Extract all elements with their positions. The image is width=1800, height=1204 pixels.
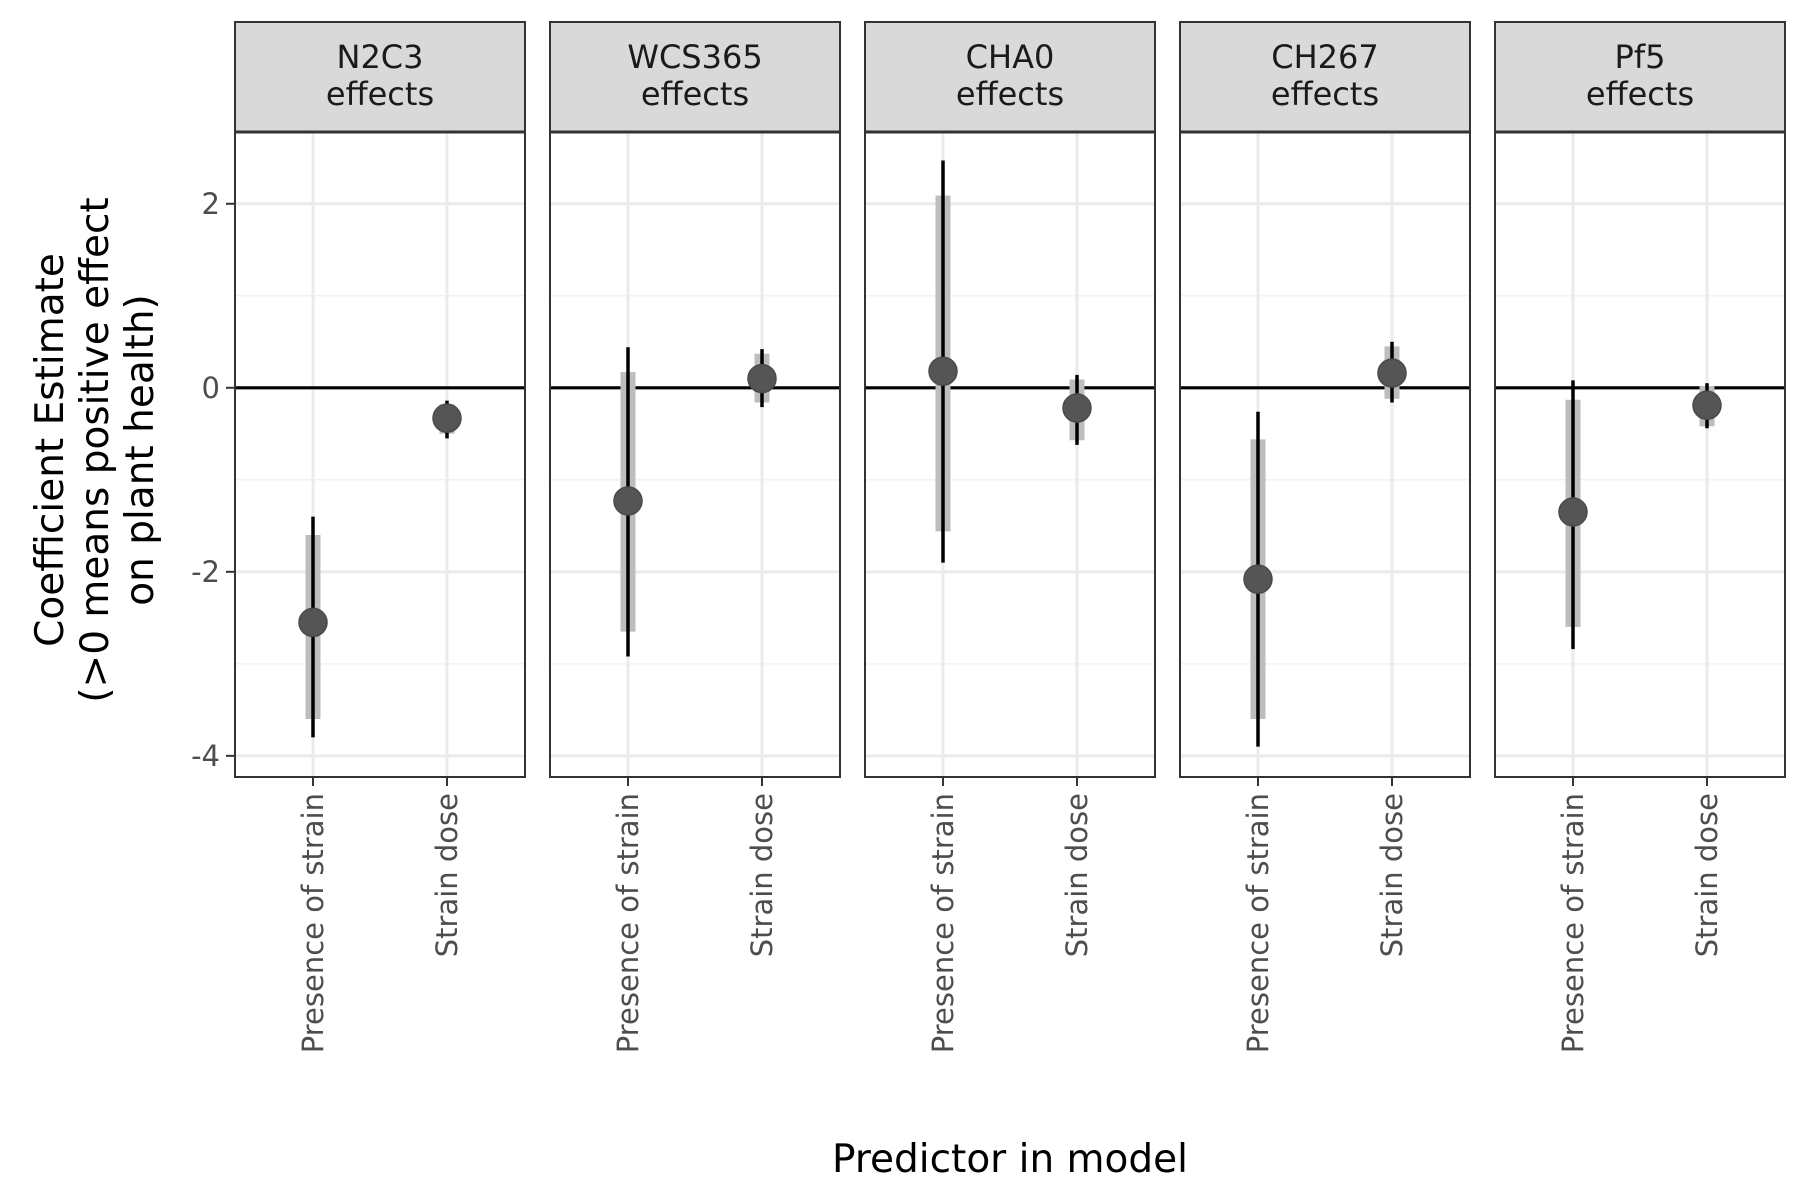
strip-background	[864, 21, 1156, 133]
y-axis-title-line: on plant health)	[118, 294, 163, 606]
estimate-point	[928, 356, 958, 386]
estimate-point	[432, 403, 462, 433]
strip-label-line: WCS365	[627, 38, 762, 76]
x-tick-label: Presence of strain	[1556, 793, 1590, 1053]
y-tick-label: 2	[202, 187, 220, 221]
y-tick-label: 0	[202, 371, 220, 405]
strip-background	[549, 21, 841, 133]
y-axis-title: Coefficient Estimate (>0 means positive e…	[28, 197, 163, 702]
panel-background	[1495, 132, 1785, 777]
strip-label-line: effects	[956, 75, 1064, 113]
estimate-point	[613, 486, 643, 516]
x-tick-label: Strain dose	[1690, 793, 1724, 957]
estimate-point	[1692, 390, 1722, 421]
x-tick-label: Presence of strain	[1241, 793, 1275, 1053]
y-tick-label: -4	[191, 739, 220, 773]
strip-label-line: CHA0	[966, 38, 1055, 76]
estimate-point	[1558, 497, 1588, 527]
x-tick-label: Presence of strain	[926, 793, 960, 1053]
estimate-point	[747, 363, 777, 394]
strip-label-line: effects	[641, 75, 749, 113]
estimate-point	[1062, 393, 1092, 423]
y-tick-label: -2	[191, 555, 220, 589]
strip-label-line: N2C3	[337, 38, 424, 76]
panel-background	[550, 132, 840, 777]
x-tick-label: Strain dose	[745, 793, 779, 957]
estimate-point	[1243, 564, 1273, 594]
x-tick-label: Strain dose	[430, 793, 464, 957]
strip-background	[234, 21, 526, 133]
y-axis: 2 0 -2 -4	[191, 187, 235, 773]
panel-background	[1180, 132, 1470, 777]
estimate-point	[298, 607, 328, 638]
strip-label-line: effects	[1271, 75, 1379, 113]
panel-background	[865, 132, 1155, 777]
panel-background	[235, 132, 525, 777]
y-axis-title-line: Coefficient Estimate	[28, 253, 73, 647]
strip-label-line: effects	[326, 75, 434, 113]
strip-label-line: Pf5	[1615, 38, 1666, 76]
strip-label-line: effects	[1586, 75, 1694, 113]
x-tick-label: Strain dose	[1060, 793, 1094, 957]
x-tick-label: Presence of strain	[611, 793, 645, 1053]
x-axis-title: Predictor in model	[832, 1137, 1188, 1182]
x-tick-label: Presence of strain	[296, 793, 330, 1053]
strip-label-line: CH267	[1271, 38, 1378, 76]
estimate-point	[1377, 358, 1407, 388]
y-axis-title-line: (>0 means positive effect	[73, 197, 118, 702]
strip-background	[1494, 21, 1786, 133]
x-tick-label: Strain dose	[1375, 793, 1409, 957]
